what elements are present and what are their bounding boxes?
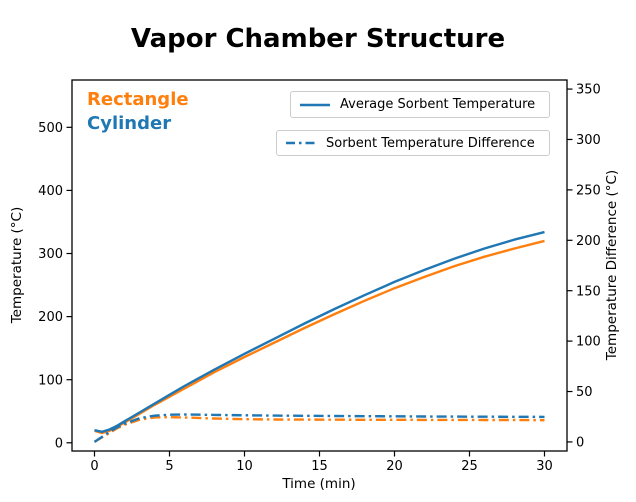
legend-average-sorbent-temperature: Average Sorbent Temperature [290, 91, 550, 118]
x-tick-label: 15 [311, 459, 328, 474]
right-y-tick-label: 100 [576, 335, 601, 350]
x-tick-label: 20 [386, 459, 403, 474]
series-line-rectangle-average-sorbent-temperature [94, 239, 545, 435]
x-tick-label: 10 [236, 459, 253, 474]
right-y-tick-label: 300 [576, 133, 601, 148]
plot-border [71, 79, 568, 452]
left-y-tick-label: 0 [55, 436, 63, 451]
x-tick-label: 0 [90, 459, 98, 474]
left-y-tick-label: 400 [38, 184, 63, 199]
left-y-tick-label: 300 [38, 247, 63, 262]
chart-title: Vapor Chamber Structure [130, 24, 506, 54]
series-line-rectangle-sorbent-temperature-difference [93, 416, 545, 443]
legend-label: Average Sorbent Temperature [340, 97, 536, 112]
legend-sorbent-temperature-difference: Sorbent Temperature Difference [276, 130, 550, 156]
series-line-cylinder-sorbent-temperature-difference [93, 413, 545, 443]
series-line-cylinder-average-sorbent-temperature [94, 230, 545, 433]
right-y-tick-label: 200 [576, 234, 601, 249]
dashdot-line-sample-icon [286, 141, 316, 145]
x-tick-label: 30 [536, 459, 553, 474]
left-y-tick-label: 200 [38, 310, 63, 325]
x-tick-label: 5 [165, 459, 173, 474]
annotation-cylinder: Cylinder [87, 113, 172, 134]
right-y-tick-label: 350 [576, 83, 601, 98]
annotation-rectangle: Rectangle [87, 89, 189, 110]
x-axis-label: Time (min) [282, 476, 356, 492]
left-y-tick-label: 100 [38, 373, 63, 388]
legend-label: Sorbent Temperature Difference [326, 135, 535, 151]
left-y-axis-label: Temperature (°C) [9, 206, 25, 324]
x-tick-label: 25 [461, 459, 478, 474]
left-y-tick-label: 500 [38, 121, 63, 136]
right-y-tick-label: 50 [576, 385, 593, 400]
solid-line-sample-icon [300, 103, 330, 106]
right-y-tick-label: 0 [576, 435, 584, 450]
right-y-axis-label: Temperature Difference (°C) [604, 169, 620, 361]
right-y-tick-label: 150 [576, 284, 601, 299]
right-y-tick-label: 250 [576, 183, 601, 198]
